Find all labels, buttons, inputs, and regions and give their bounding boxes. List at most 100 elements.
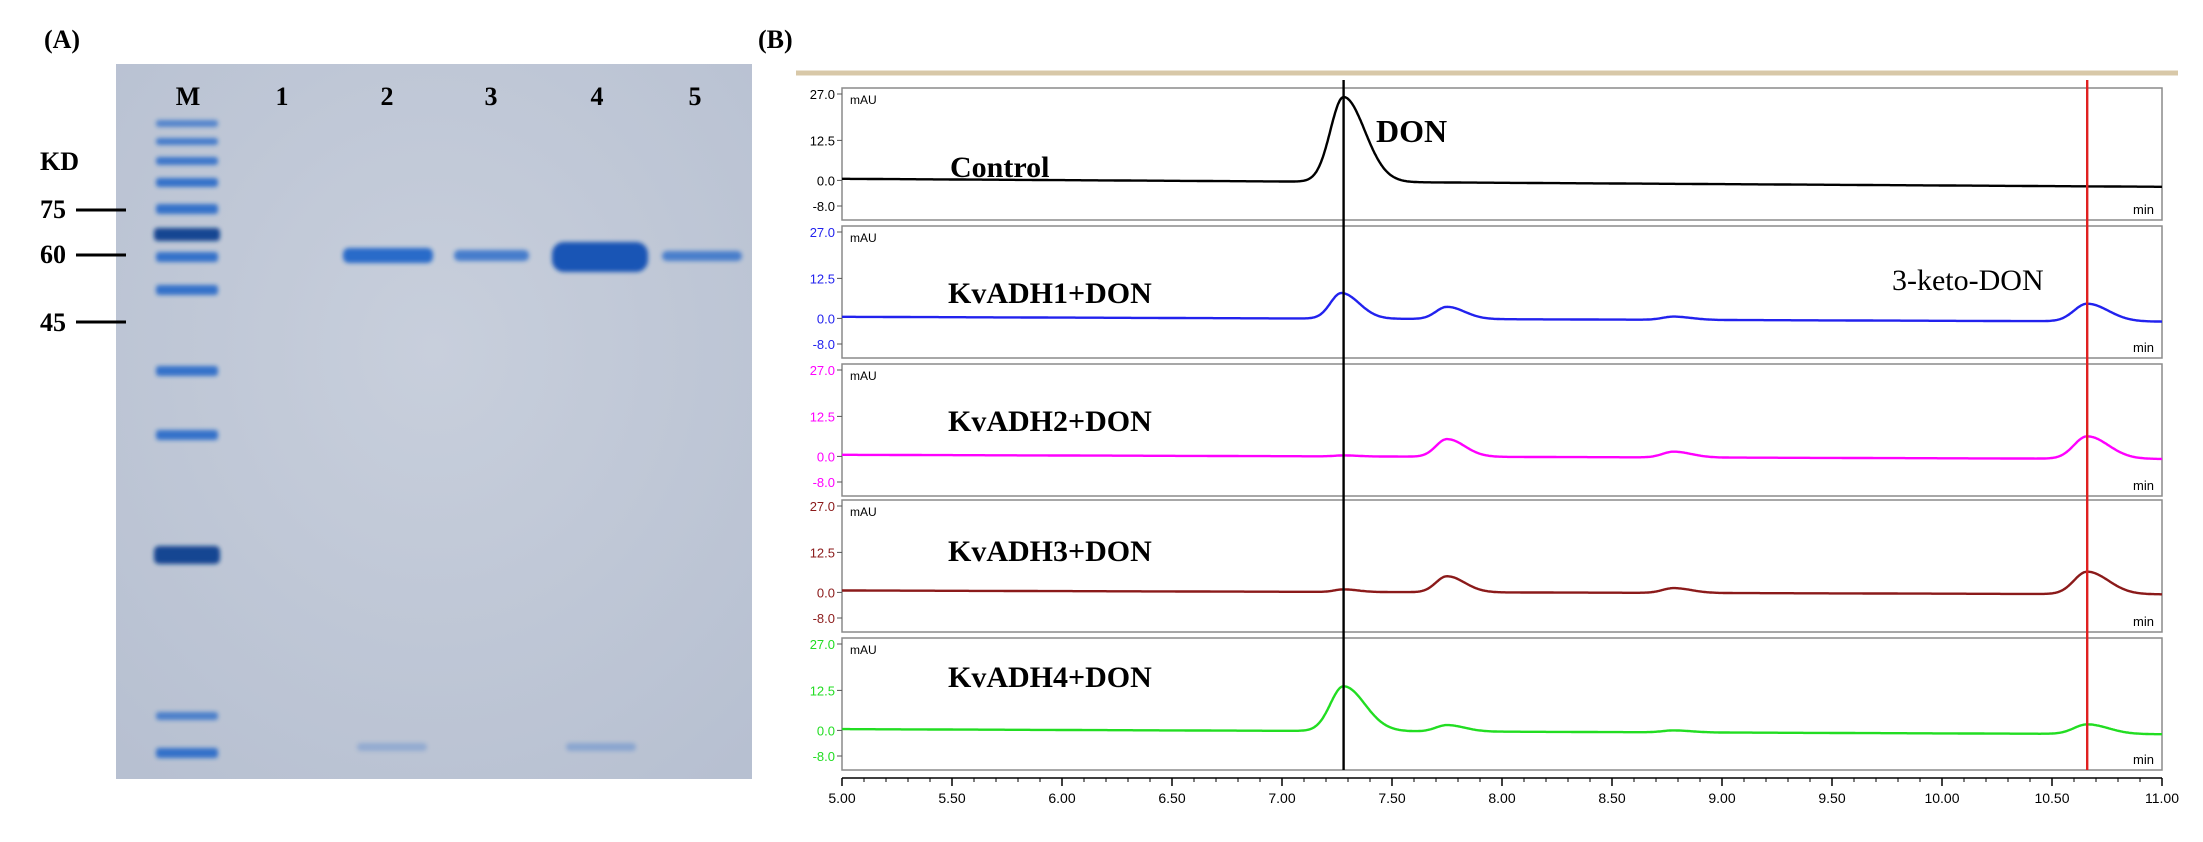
y-tick-label: 27.0 — [810, 225, 835, 240]
panel-b: (B) 27.0 12.5 0.0 -8.0 mAU min 27.0 12.5 0.0 -8.0… — [758, 25, 2179, 806]
lane-label-2: 2 — [381, 82, 394, 111]
x-axis-unit-label: min — [2133, 752, 2154, 767]
lane-label-4: 4 — [591, 82, 604, 111]
x-axis-unit-label: min — [2133, 614, 2154, 629]
sample-bands — [343, 242, 742, 751]
y-tick-label: 0.0 — [817, 311, 835, 326]
y-tick-label: 27.0 — [810, 87, 835, 102]
trace-panel: 27.0 12.5 0.0 -8.0 mAU min — [810, 225, 2163, 359]
series-labels: Control KvADH1+DON KvADH2+DON KvADH3+DON… — [948, 151, 1152, 694]
y-tick-label: 0.0 — [817, 723, 835, 738]
y-axis-unit-label: mAU — [850, 231, 877, 245]
y-tick-label: 27.0 — [810, 363, 835, 378]
x-tick-label: 10.50 — [2034, 790, 2069, 806]
y-axis-unit-label: mAU — [850, 643, 877, 657]
lane-labels: M 1 2 3 4 5 — [176, 82, 702, 111]
ladder-band — [156, 285, 218, 295]
y-tick-label: 12.5 — [810, 133, 835, 148]
series-label-kvadh1: KvADH1+DON — [948, 277, 1152, 310]
x-tick-label: 5.50 — [938, 790, 965, 806]
trace-line-5 — [842, 685, 2162, 736]
trace-panel-frame — [841, 499, 2163, 633]
panel-b-label: (B) — [758, 25, 793, 54]
y-tick-label: -8.0 — [813, 749, 835, 764]
annotation-don: DON — [1376, 113, 1447, 149]
series-label-control: Control — [950, 151, 1049, 184]
y-tick-label: -8.0 — [813, 611, 835, 626]
x-axis-unit-label: min — [2133, 202, 2154, 217]
y-axis-unit-label: mAU — [850, 369, 877, 383]
x-tick-label: 10.00 — [1924, 790, 1959, 806]
y-tick-label: -8.0 — [813, 199, 835, 214]
band-lane-4 — [552, 242, 648, 272]
ladder-band — [156, 178, 218, 187]
y-tick-label: 0.0 — [817, 585, 835, 600]
x-tick-label: 9.00 — [1708, 790, 1735, 806]
x-tick-label: 6.00 — [1048, 790, 1075, 806]
trace-panel-frame — [841, 225, 2163, 359]
kd-marker-45: 45 — [40, 308, 66, 337]
trace-panel: 27.0 12.5 0.0 -8.0 mAU min — [810, 637, 2163, 771]
annotation-3-keto-don: 3-keto-DON — [1892, 264, 2044, 297]
band-lane-5 — [662, 251, 742, 261]
trace-panel-frame — [841, 637, 2163, 771]
y-tick-label: 12.5 — [810, 271, 835, 286]
trace-line-2 — [842, 291, 2162, 323]
kd-marker-60: 60 — [40, 240, 66, 269]
x-tick-label: 7.50 — [1378, 790, 1405, 806]
ladder-band — [156, 138, 218, 145]
series-label-kvadh4: KvADH4+DON — [948, 661, 1152, 694]
band-lane-2 — [343, 248, 433, 263]
series-label-kvadh2: KvADH2+DON — [948, 405, 1152, 438]
y-tick-label: -8.0 — [813, 337, 835, 352]
chromatogram: 27.0 12.5 0.0 -8.0 mAU min 27.0 12.5 0.0 -8.0 mAU m… — [810, 80, 2163, 771]
y-tick-label: 0.0 — [817, 173, 835, 188]
kd-title: KD — [40, 147, 79, 176]
trace-line-3 — [842, 435, 2162, 461]
ladder-band — [156, 366, 218, 376]
y-tick-label: 27.0 — [810, 499, 835, 514]
ladder-band — [154, 228, 220, 241]
panel-a: (A) M 1 2 3 4 5 KD 75 60 45 — [40, 25, 752, 779]
faint-band-lane-2 — [357, 743, 427, 751]
trace-panel: 27.0 12.5 0.0 -8.0 mAU min — [810, 87, 2163, 221]
ladder-band — [156, 748, 218, 758]
x-tick-label: 7.00 — [1268, 790, 1295, 806]
gel-image — [116, 64, 752, 779]
x-tick-label: 5.00 — [828, 790, 855, 806]
faint-band-lane-4 — [566, 743, 636, 751]
lane-label-3: 3 — [485, 82, 498, 111]
y-tick-label: 27.0 — [810, 637, 835, 652]
x-tick-label: 8.00 — [1488, 790, 1515, 806]
trace-panel-frame — [841, 363, 2163, 497]
lane-label-m: M — [176, 82, 201, 111]
ladder-band — [156, 204, 218, 214]
x-axis-unit-label: min — [2133, 478, 2154, 493]
y-tick-label: 0.0 — [817, 449, 835, 464]
ladder-band — [156, 712, 218, 720]
trace-line-1 — [842, 95, 2162, 188]
trace-panel: 27.0 12.5 0.0 -8.0 mAU min — [810, 499, 2163, 633]
ladder-band — [154, 546, 220, 564]
panel-a-label: (A) — [44, 25, 80, 54]
x-tick-label: 9.50 — [1818, 790, 1845, 806]
x-tick-label: 6.50 — [1158, 790, 1185, 806]
x-tick-label: 8.50 — [1598, 790, 1625, 806]
ladder-band — [156, 157, 218, 165]
y-tick-label: 12.5 — [810, 409, 835, 424]
y-axis-unit-label: mAU — [850, 93, 877, 107]
kd-scale: 75 60 45 — [40, 195, 126, 337]
ladder-band — [156, 252, 218, 262]
band-lane-3 — [454, 250, 529, 261]
lane-label-5: 5 — [689, 82, 702, 111]
y-tick-label: -8.0 — [813, 475, 835, 490]
trace-panel: 27.0 12.5 0.0 -8.0 mAU min — [810, 363, 2163, 497]
kd-marker-75: 75 — [40, 195, 66, 224]
trace-line-4 — [842, 570, 2162, 596]
ladder-band — [156, 120, 218, 127]
ladder-band — [156, 430, 218, 440]
trace-panel-frame — [841, 87, 2163, 221]
lane-label-1: 1 — [276, 82, 289, 111]
marker-ladder — [154, 120, 220, 758]
